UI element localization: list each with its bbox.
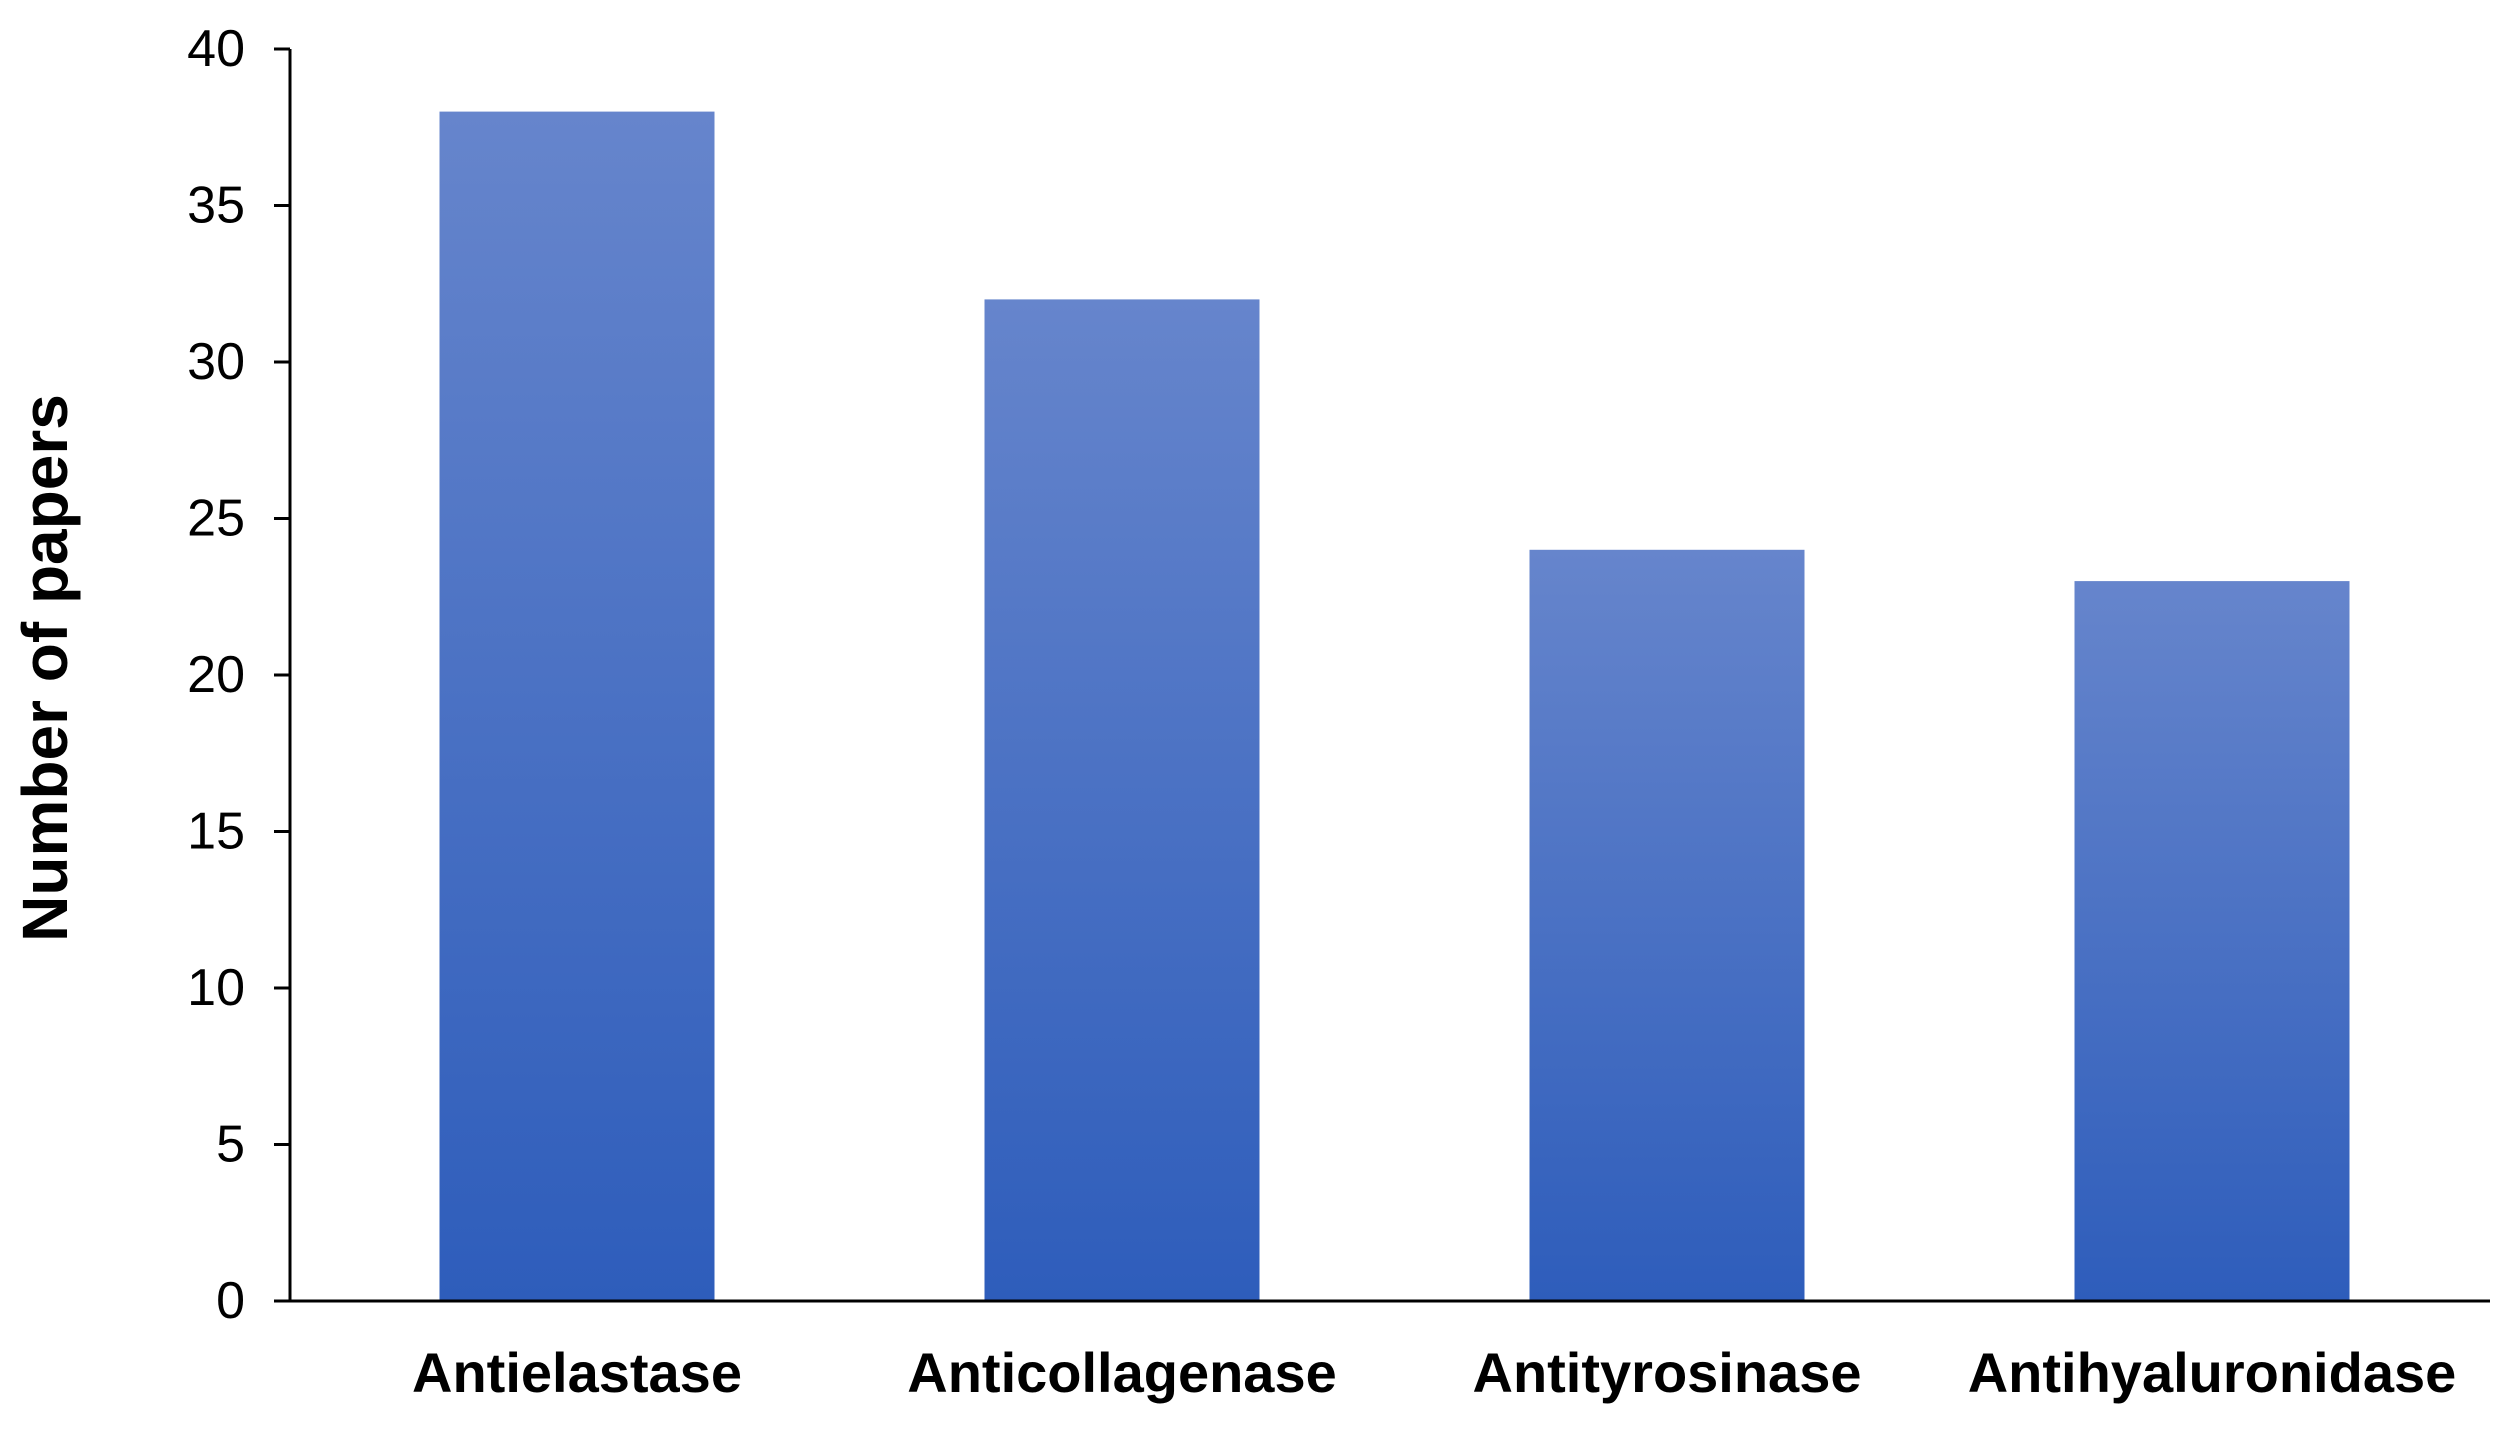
y-tick-label: 20 — [187, 646, 245, 704]
y-tick-label: 5 — [216, 1116, 245, 1174]
y-tick-label: 25 — [187, 490, 245, 548]
x-category-label: Antielastase — [412, 1341, 742, 1404]
y-tick-label: 35 — [187, 177, 245, 235]
x-category-label: Antihyaluronidase — [1968, 1341, 2457, 1404]
x-category-label: Antityrosinase — [1473, 1341, 1862, 1404]
bars — [439, 111, 2350, 1302]
bar-antihyaluronidase — [2074, 581, 2350, 1301]
plot-area: 0 5 10 15 20 25 30 35 40 Antielastase Anticollage… — [187, 20, 2490, 1404]
y-axis-title: Number of papers — [9, 394, 81, 942]
bar-antityrosinase — [1529, 549, 1805, 1301]
y-tick-label: 30 — [187, 333, 245, 391]
bar-antielastase — [439, 111, 715, 1302]
y-axis-ticks: 0 5 10 15 20 25 30 35 40 — [187, 20, 290, 1330]
x-category-label: Anticollagenase — [907, 1341, 1336, 1404]
y-tick-label: 10 — [187, 959, 245, 1017]
y-tick-label: 15 — [187, 803, 245, 861]
y-tick-label: 0 — [216, 1272, 245, 1330]
x-axis-labels: Antielastase Anticollagenase Antityrosinas… — [412, 1341, 2456, 1404]
y-tick-label: 40 — [187, 20, 245, 78]
bar-anticollagenase — [984, 299, 1260, 1301]
